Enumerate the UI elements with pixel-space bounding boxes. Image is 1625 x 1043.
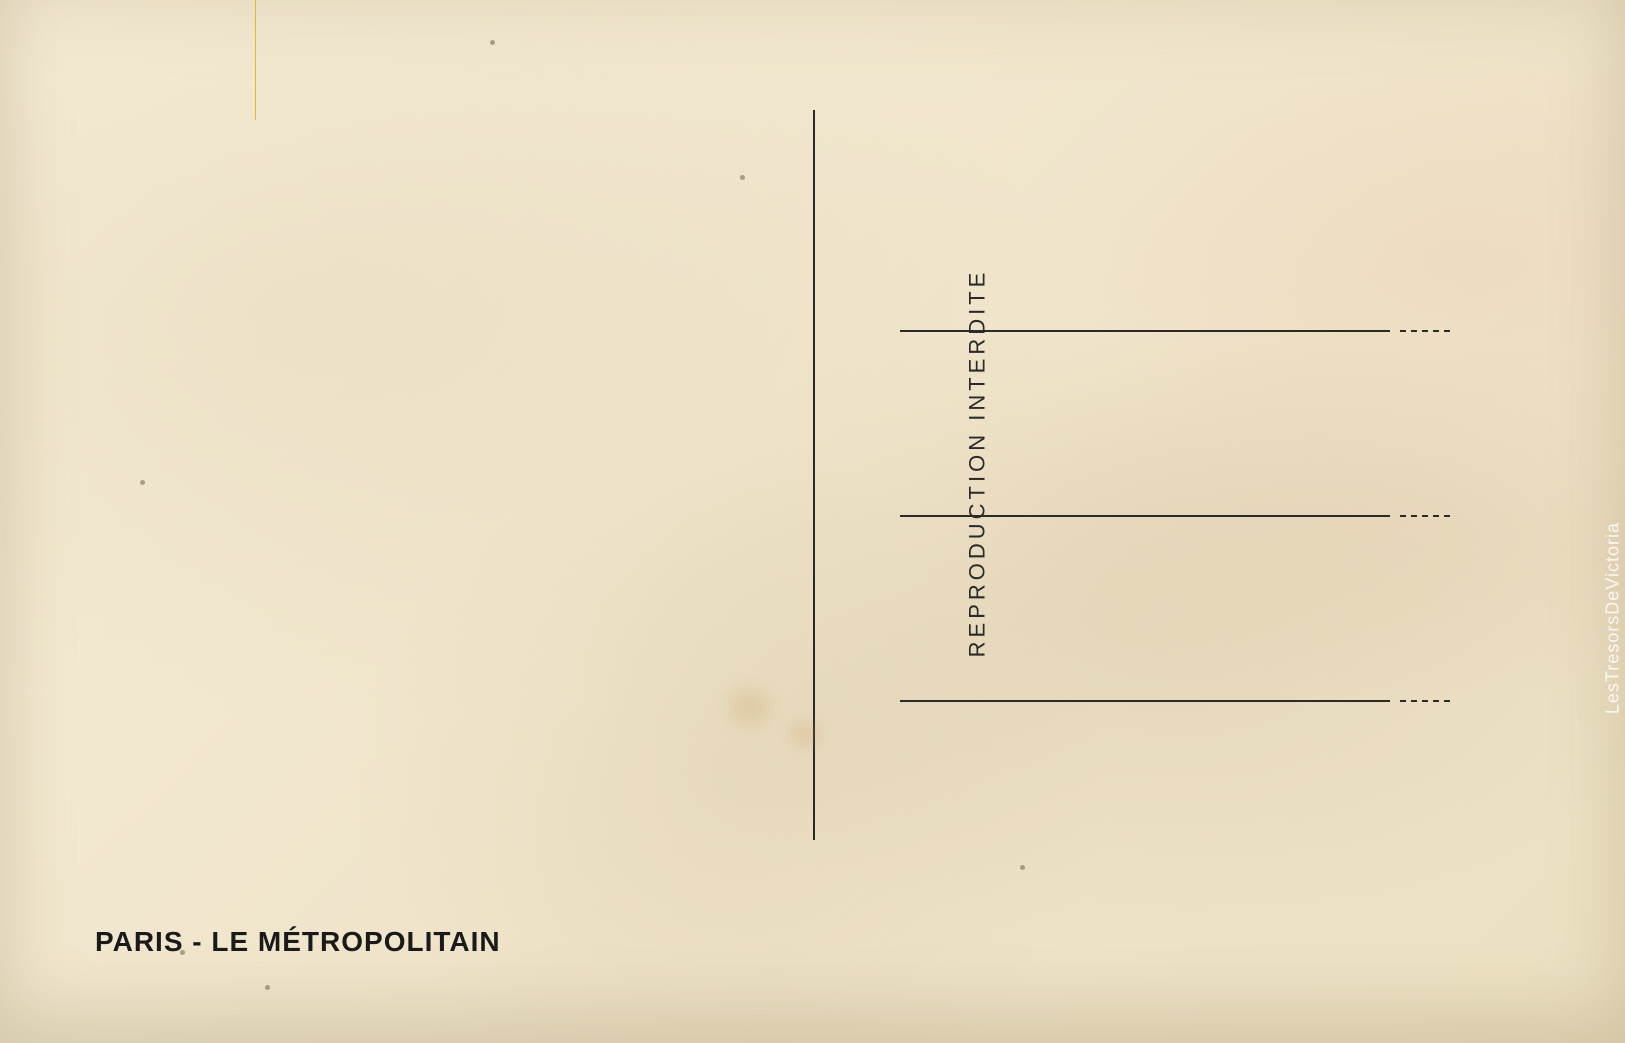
foxing-spot [265, 985, 270, 990]
foxing-spot [140, 480, 145, 485]
address-line-1 [900, 330, 1390, 332]
center-divider [813, 110, 815, 840]
paper-stain [730, 690, 770, 725]
yellow-scan-line [255, 0, 256, 120]
foxing-spot [1020, 865, 1025, 870]
address-line-3 [900, 700, 1390, 702]
foxing-spot [490, 40, 495, 45]
postcard-caption: PARIS - LE MÉTROPOLITAIN [95, 926, 501, 958]
paper-stain [790, 720, 820, 748]
postcard-back: REPRODUCTION INTERDITE PARIS - LE MÉTROP… [0, 0, 1625, 1043]
foxing-spot [740, 175, 745, 180]
divider-text: REPRODUCTION INTERDITE [964, 269, 990, 658]
watermark-text: LesTresorsDeVictoria [1603, 522, 1624, 714]
address-line-2 [900, 515, 1390, 517]
